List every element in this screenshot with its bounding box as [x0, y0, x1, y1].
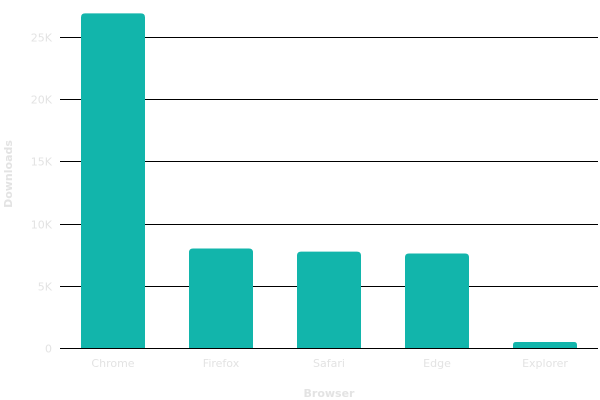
x-tick-labels: Chrome Firefox Safari Edge Explorer — [91, 357, 568, 370]
bar-chrome — [81, 13, 145, 348]
y-tick-label: 20K — [31, 94, 53, 107]
bar-edge — [405, 253, 469, 348]
x-tick-label-edge: Edge — [423, 357, 451, 370]
y-tick-label: 10K — [31, 219, 53, 232]
y-tick-labels: 0 5K 10K 15K 20K 25K — [31, 32, 53, 356]
bar-safari — [297, 251, 361, 348]
x-tick-label-firefox: Firefox — [203, 357, 240, 370]
x-axis-title: Browser — [304, 387, 356, 400]
y-axis-title: Downloads — [2, 140, 15, 208]
y-tick-label: 5K — [38, 281, 53, 294]
x-tick-label-safari: Safari — [313, 357, 345, 370]
bar-explorer — [513, 342, 577, 348]
y-tick-label: 0 — [45, 343, 52, 356]
bar-firefox — [189, 248, 253, 348]
bars — [81, 13, 577, 348]
x-tick-label-explorer: Explorer — [522, 357, 568, 370]
gridlines — [60, 37, 598, 349]
y-tick-label: 15K — [31, 156, 53, 169]
x-tick-label-chrome: Chrome — [91, 357, 134, 370]
y-tick-label: 25K — [31, 32, 53, 45]
